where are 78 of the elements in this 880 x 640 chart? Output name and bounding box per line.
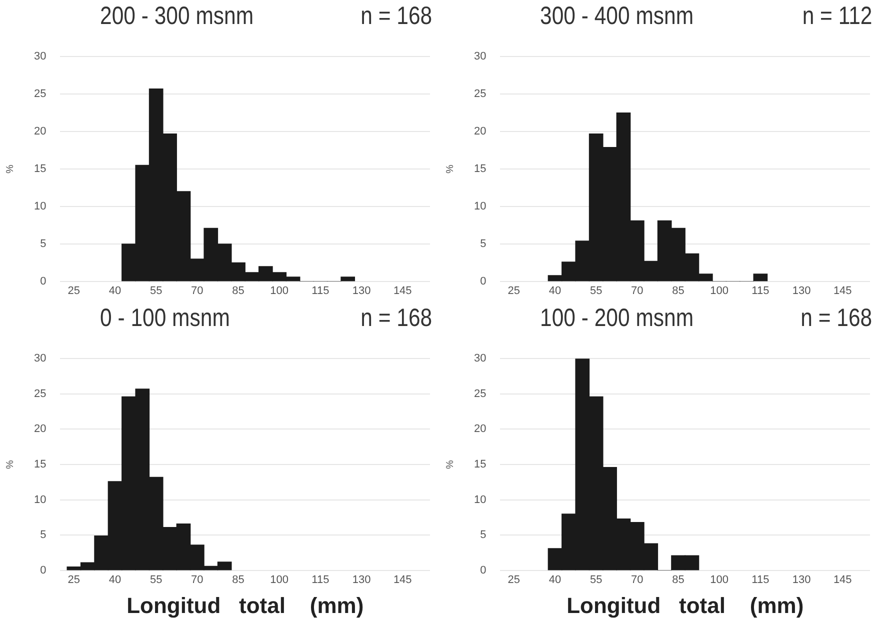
text: n = 168 [800, 304, 872, 334]
y-tick-label: 15 [474, 163, 486, 176]
y-tick-label: 30 [34, 352, 46, 365]
x-tick-label: 40 [548, 285, 562, 298]
y-tick-label: 20 [474, 126, 486, 138]
x-tick-label: 100 [270, 285, 289, 298]
y-tick-label: 5 [480, 529, 486, 542]
y-tick-label: 10 [474, 200, 486, 212]
y-tick-label: 0 [40, 275, 46, 288]
x-tick-label: 145 [833, 285, 852, 298]
x-tick-label: 130 [352, 285, 371, 298]
x-tick-label: 130 [792, 285, 811, 298]
chart-title: 0 - 100 msnm [100, 304, 230, 334]
y-tick-label: 0 [40, 564, 46, 576]
chart-title: 100 - 200 msnm [540, 304, 694, 334]
chart-title: 200 - 300 msnm [100, 2, 254, 32]
y-tick-label: 20 [34, 126, 46, 138]
x-tick-label: 145 [393, 285, 412, 298]
x-tick-label: 55 [150, 285, 162, 298]
x-tick-label: 85 [232, 574, 244, 586]
x-tick-label: 100 [710, 285, 729, 298]
y-axis-title: % [444, 164, 456, 174]
x-tick-label: 40 [108, 285, 122, 298]
y-axis-title: % [4, 460, 16, 469]
y-tick-label: 15 [34, 163, 46, 176]
x-tick-label: 115 [752, 574, 770, 586]
chart-title: 300 - 400 msnm [540, 2, 694, 32]
y-tick-label: 25 [474, 88, 486, 100]
x-tick-label: 40 [108, 574, 122, 586]
x-tick-label: 100 [710, 574, 729, 586]
y-tick-label: 20 [474, 423, 486, 436]
y-axis-title: % [4, 164, 16, 174]
x-tick-label: 55 [590, 574, 602, 586]
x-tick-label: 70 [191, 574, 204, 586]
x-tick-label: 70 [631, 285, 644, 298]
x-tick-label: 85 [672, 574, 684, 586]
x-tick-label: 130 [792, 574, 811, 586]
x-tick-label: 25 [68, 285, 80, 298]
y-tick-label: 0 [480, 275, 486, 288]
x-tick-label: 70 [191, 285, 204, 298]
x-axis-title: Longitud total (mm) [126, 592, 364, 618]
x-tick-label: 85 [232, 285, 244, 298]
y-tick-label: 25 [474, 388, 486, 400]
y-tick-label: 15 [34, 458, 46, 471]
x-tick-label: 130 [352, 574, 371, 586]
x-tick-label: 25 [508, 285, 520, 298]
y-tick-label: 30 [34, 50, 46, 63]
x-axis-title: Longitud total (mm) [566, 592, 804, 618]
x-tick-label: 70 [631, 574, 644, 586]
x-tick-label: 115 [312, 285, 330, 298]
y-tick-label: 10 [34, 200, 46, 212]
y-tick-label: 5 [40, 238, 46, 250]
y-tick-label: 5 [40, 529, 46, 542]
x-tick-label: 25 [508, 574, 520, 586]
y-tick-label: 10 [474, 494, 486, 506]
x-tick-label: 85 [672, 285, 684, 298]
y-tick-label: 10 [34, 494, 46, 506]
x-tick-label: 55 [590, 285, 602, 298]
x-tick-label: 115 [312, 574, 330, 586]
y-tick-label: 30 [474, 352, 486, 365]
y-axis-title: % [444, 460, 456, 469]
x-tick-label: 25 [68, 574, 80, 586]
y-tick-label: 20 [34, 423, 46, 436]
y-tick-label: 25 [34, 88, 46, 100]
y-tick-label: 5 [480, 238, 486, 250]
y-tick-label: 25 [34, 388, 46, 400]
x-tick-label: 100 [270, 574, 289, 586]
x-tick-label: 145 [393, 574, 412, 586]
text: n = 112 [802, 2, 872, 32]
y-tick-label: 30 [474, 50, 486, 63]
x-tick-label: 40 [548, 574, 562, 586]
y-tick-label: 0 [480, 564, 486, 576]
x-tick-label: 55 [150, 574, 162, 586]
x-tick-label: 115 [752, 285, 770, 298]
text: n = 168 [360, 2, 432, 32]
text: n = 168 [360, 304, 432, 334]
x-tick-label: 145 [833, 574, 852, 586]
y-tick-label: 15 [474, 458, 486, 471]
